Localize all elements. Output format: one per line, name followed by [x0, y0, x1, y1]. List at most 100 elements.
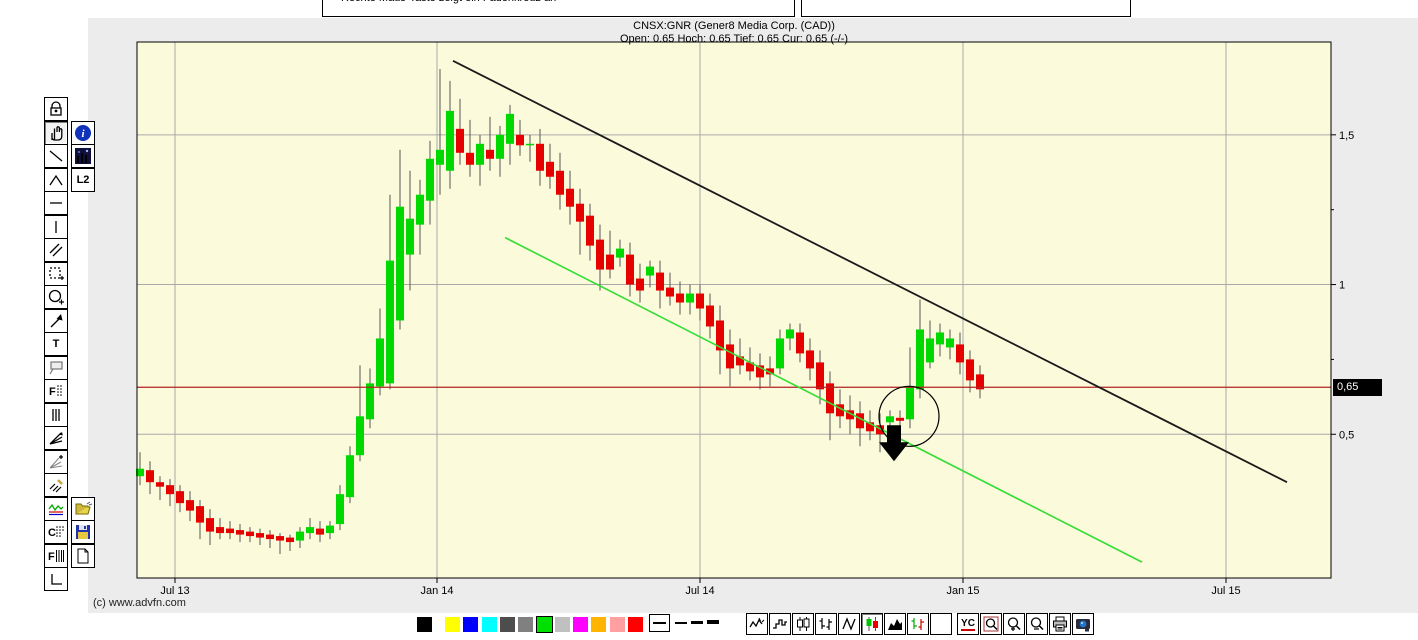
x-axis-label: Jul 15 [1211, 585, 1240, 597]
print-button[interactable] [1049, 613, 1071, 635]
select-region-tool[interactable] [44, 261, 68, 286]
line-style-solid[interactable] [649, 614, 670, 632]
color-swatch[interactable] [481, 617, 497, 632]
candle [586, 203, 594, 261]
down-arrow-annotation[interactable] [879, 425, 909, 462]
green-trendline[interactable] [504, 236, 1143, 563]
color-swatch[interactable] [591, 617, 607, 632]
zoom-out-button[interactable] [1026, 613, 1048, 635]
step-chart-button[interactable] [769, 613, 791, 635]
fan-plus-tool[interactable] [44, 449, 68, 474]
line-style-dash-3[interactable] [707, 620, 719, 624]
candle [166, 479, 174, 507]
zoom-region-button[interactable] [980, 613, 1002, 635]
candle [646, 260, 654, 288]
secondary-input-box[interactable] [801, 0, 1131, 17]
indicator-tool[interactable] [44, 496, 68, 521]
arrow-tool[interactable] [44, 308, 68, 333]
candle [416, 179, 424, 255]
corner-tool[interactable] [44, 567, 68, 591]
line-chart-button[interactable] [746, 613, 768, 635]
hlc-button[interactable] [907, 613, 929, 635]
candle [446, 80, 454, 189]
circle-annotation[interactable] [878, 385, 940, 447]
color-swatch[interactable] [499, 617, 515, 632]
color-swatch[interactable] [445, 617, 460, 632]
save-file-button[interactable] [71, 520, 95, 544]
candles [136, 68, 984, 555]
candle [816, 350, 824, 405]
cycles-tool[interactable]: C [44, 520, 68, 544]
candle [546, 143, 554, 189]
fan-tool[interactable] [44, 426, 68, 450]
parallel-lines-tool[interactable] [44, 238, 68, 262]
color-swatch-black[interactable] [417, 617, 432, 632]
sketch-tool[interactable] [44, 473, 68, 497]
candle [386, 194, 394, 390]
candle [296, 527, 304, 549]
hand-tool[interactable] [44, 120, 68, 145]
candle [676, 281, 684, 315]
candle [276, 533, 284, 555]
candle [866, 410, 874, 441]
candlestick-button[interactable] [861, 613, 883, 635]
blank-button[interactable] [930, 613, 952, 635]
snapshot-button[interactable] [1072, 613, 1094, 635]
candle [406, 170, 414, 291]
color-swatch[interactable] [518, 617, 534, 632]
chart-subtitle: Open: 0.65 Hoch: 0.65 Tief: 0.65 Cur: 0.… [619, 33, 849, 45]
y-axis-label: 1,5 [1339, 130, 1354, 142]
theme-button[interactable] [71, 144, 95, 168]
trendline-tool[interactable] [44, 144, 68, 168]
vertical-line-tool[interactable] [44, 214, 68, 239]
ellipse-tool[interactable] [44, 285, 68, 309]
ohlc-button[interactable] [815, 613, 837, 635]
candle [516, 119, 524, 156]
plot-background[interactable] [137, 42, 1331, 578]
candle [756, 353, 764, 390]
color-swatch[interactable] [573, 617, 589, 632]
mountain-chart-button[interactable] [884, 613, 906, 635]
copyright-text: (c) www.advfn.com [93, 597, 186, 609]
candle [216, 518, 224, 540]
color-swatch[interactable] [628, 617, 643, 632]
open-file-button[interactable] [71, 496, 95, 521]
color-swatch[interactable] [554, 617, 570, 632]
candle [366, 368, 374, 429]
candle [306, 518, 314, 540]
yc-button[interactable]: YC [957, 613, 979, 635]
svg-text:i: i [81, 128, 85, 140]
angle-tool[interactable] [44, 167, 68, 192]
line-style-dash-1[interactable] [675, 622, 687, 624]
black-trendline[interactable] [452, 60, 1288, 483]
candle [146, 461, 154, 495]
candle [456, 98, 464, 165]
lock-tool[interactable] [44, 97, 68, 121]
color-swatch[interactable] [609, 617, 625, 632]
candle [596, 224, 604, 291]
level2-button[interactable]: L2 [71, 167, 95, 192]
candle [226, 521, 234, 540]
candle [566, 170, 574, 225]
candle [556, 152, 564, 210]
hollow-candle-button[interactable] [792, 613, 814, 635]
candle [376, 308, 384, 396]
new-file-button[interactable] [71, 543, 95, 568]
candle [486, 116, 494, 171]
callout-tool[interactable] [44, 355, 68, 380]
zoom-in-button[interactable] [1003, 613, 1025, 635]
horizontal-line-tool[interactable] [44, 191, 68, 215]
line-style-dash-2[interactable] [691, 621, 703, 624]
fib-time-tool[interactable]: F [44, 543, 68, 568]
color-swatch[interactable] [463, 617, 479, 632]
zigzag-button[interactable] [838, 613, 860, 635]
candle [936, 323, 944, 357]
vertical-grid-tool[interactable] [44, 402, 68, 427]
text-tool[interactable]: T [44, 332, 68, 356]
candle [846, 395, 854, 435]
info-button[interactable]: i [71, 120, 95, 145]
fibonacci-tool[interactable]: F [44, 379, 68, 403]
color-swatch[interactable] [535, 616, 553, 633]
